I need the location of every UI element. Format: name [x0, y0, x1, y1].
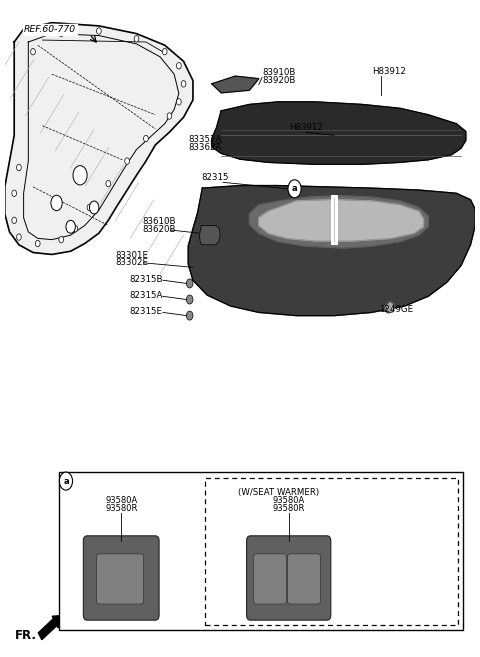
Text: 83302E: 83302E	[115, 258, 148, 267]
Circle shape	[288, 180, 301, 198]
Circle shape	[31, 49, 36, 55]
Circle shape	[125, 158, 130, 164]
Text: 83352A: 83352A	[188, 135, 222, 144]
Polygon shape	[212, 102, 466, 164]
Text: a: a	[63, 476, 69, 486]
Polygon shape	[259, 200, 423, 241]
Polygon shape	[212, 76, 259, 93]
Text: FR.: FR.	[15, 629, 37, 642]
Circle shape	[162, 49, 167, 55]
FancyBboxPatch shape	[288, 554, 321, 604]
FancyBboxPatch shape	[59, 472, 464, 630]
Circle shape	[66, 220, 75, 233]
Circle shape	[134, 35, 139, 42]
Text: a: a	[292, 184, 298, 193]
Circle shape	[16, 164, 21, 171]
Text: 82315E: 82315E	[129, 307, 162, 316]
Circle shape	[60, 472, 72, 490]
Text: 93580R: 93580R	[105, 504, 138, 512]
Text: 93580A: 93580A	[105, 496, 138, 505]
Circle shape	[89, 201, 99, 214]
Text: 83920B: 83920B	[263, 76, 296, 85]
Circle shape	[96, 28, 101, 34]
Circle shape	[177, 99, 181, 105]
Polygon shape	[200, 225, 220, 245]
Text: H83912: H83912	[289, 124, 323, 132]
Circle shape	[186, 279, 193, 288]
Text: 83301E: 83301E	[115, 251, 148, 260]
Circle shape	[186, 295, 193, 304]
Text: REF.60-770: REF.60-770	[24, 26, 76, 34]
Polygon shape	[385, 302, 394, 313]
Circle shape	[106, 181, 110, 187]
Circle shape	[16, 234, 21, 240]
Text: 82315B: 82315B	[129, 275, 163, 284]
Text: 82315: 82315	[202, 173, 229, 183]
Circle shape	[36, 240, 40, 247]
FancyArrow shape	[38, 616, 62, 640]
FancyBboxPatch shape	[96, 554, 144, 604]
Text: 1249GE: 1249GE	[379, 306, 413, 315]
Polygon shape	[250, 196, 428, 248]
Text: H83912: H83912	[372, 67, 406, 76]
Text: 83910B: 83910B	[263, 68, 296, 78]
Circle shape	[144, 135, 148, 142]
Circle shape	[186, 311, 193, 320]
Circle shape	[12, 217, 16, 223]
Text: 83620B: 83620B	[142, 225, 176, 234]
Circle shape	[12, 190, 16, 196]
Circle shape	[59, 30, 63, 37]
Circle shape	[177, 62, 181, 69]
Polygon shape	[188, 185, 475, 315]
Circle shape	[73, 166, 87, 185]
FancyBboxPatch shape	[253, 554, 287, 604]
Circle shape	[181, 81, 186, 87]
Circle shape	[51, 195, 62, 211]
Text: 93580A: 93580A	[273, 496, 305, 505]
Polygon shape	[5, 23, 193, 254]
Circle shape	[73, 225, 78, 232]
Text: 83610B: 83610B	[142, 217, 176, 226]
Text: 93580R: 93580R	[273, 504, 305, 512]
Circle shape	[87, 204, 92, 211]
Circle shape	[59, 237, 63, 243]
Circle shape	[167, 113, 172, 120]
FancyBboxPatch shape	[204, 478, 458, 625]
Text: 82315A: 82315A	[129, 291, 162, 300]
FancyBboxPatch shape	[84, 536, 159, 620]
FancyBboxPatch shape	[247, 536, 331, 620]
Text: (W/SEAT WARMER): (W/SEAT WARMER)	[238, 488, 319, 497]
Text: 83362A: 83362A	[188, 143, 222, 152]
